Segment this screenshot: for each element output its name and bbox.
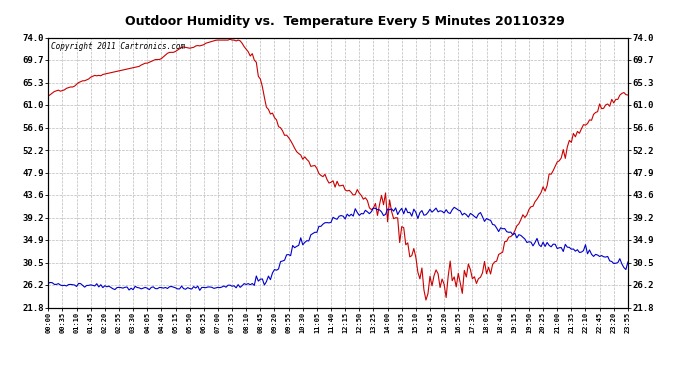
Text: Outdoor Humidity vs.  Temperature Every 5 Minutes 20110329: Outdoor Humidity vs. Temperature Every 5… <box>125 15 565 28</box>
Text: Copyright 2011 Cartronics.com: Copyright 2011 Cartronics.com <box>51 42 186 51</box>
